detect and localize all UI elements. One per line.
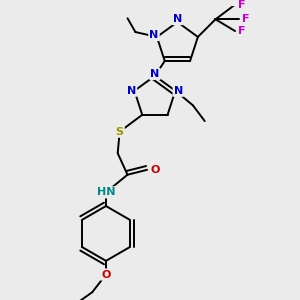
Text: F: F: [242, 14, 250, 24]
Text: O: O: [101, 270, 111, 280]
Text: N: N: [127, 86, 136, 96]
Text: N: N: [173, 14, 182, 24]
Text: F: F: [238, 0, 246, 10]
Text: N: N: [174, 86, 183, 96]
Text: N: N: [150, 69, 160, 79]
Text: N: N: [149, 30, 159, 40]
Text: S: S: [116, 127, 124, 137]
Text: O: O: [150, 165, 160, 175]
Text: HN: HN: [97, 187, 115, 197]
Text: F: F: [238, 26, 246, 36]
